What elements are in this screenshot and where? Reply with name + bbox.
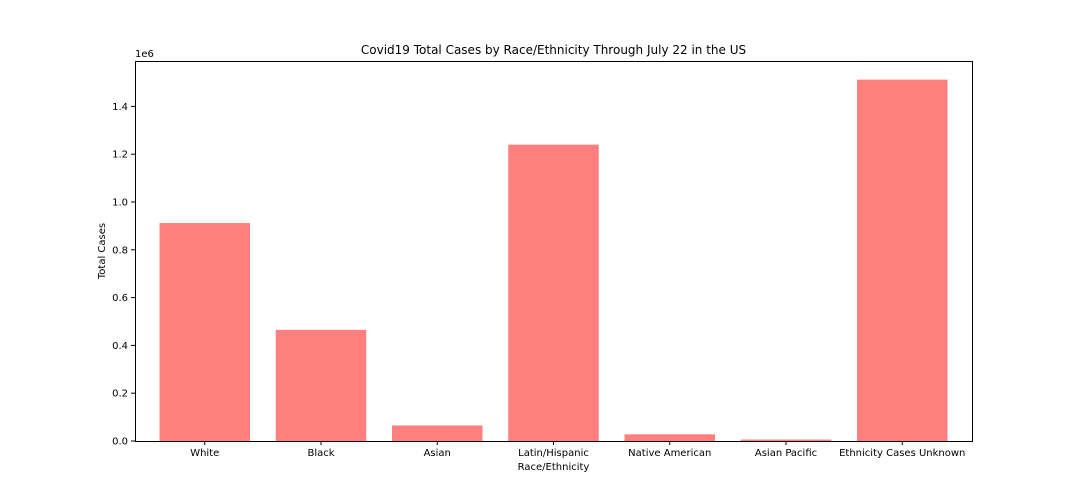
bar-white [159,223,250,441]
y-tick-label: 1.4 [112,102,128,113]
y-tick-label: 0.4 [112,341,128,352]
chart-title: Covid19 Total Cases by Race/Ethnicity Th… [361,43,746,57]
y-tick-label: 0.6 [112,293,128,304]
bar-native-american [624,434,715,441]
x-axis: White Black Asian Latin/Hispanic Native Amer… [190,441,965,459]
x-tick-label: White [190,448,219,459]
y-axis-offset-label: 1e6 [135,49,154,60]
x-axis-label: Race/Ethnicity [518,462,590,473]
x-tick-label: Asian [424,448,451,459]
x-tick-label: Native American [628,448,711,459]
y-tick-label: 1.2 [112,150,128,161]
y-tick-label: 0.8 [112,245,128,256]
bars-group [159,79,948,441]
y-tick-label: 1.0 [112,198,128,209]
x-tick-label: Asian Pacific [755,448,817,459]
y-tick-label: 0.0 [112,437,128,448]
y-tick-label: 0.2 [112,389,128,400]
x-tick-label: Latin/Hispanic [518,448,589,459]
bar-latin-hispanic [508,144,599,441]
bar-asian-pacific [740,439,832,441]
bar-ethnicity-cases-unknown [857,79,948,441]
x-tick-label: Ethnicity Cases Unknown [839,448,965,459]
y-axis: 0.0 0.2 0.4 0.6 0.8 1.0 1.2 1.4 [112,102,135,448]
bar-asian [392,425,483,441]
y-axis-label: Total Cases [97,223,108,280]
bar-black [275,329,367,441]
plot-frame [135,61,973,442]
x-tick-label: Black [307,448,334,459]
